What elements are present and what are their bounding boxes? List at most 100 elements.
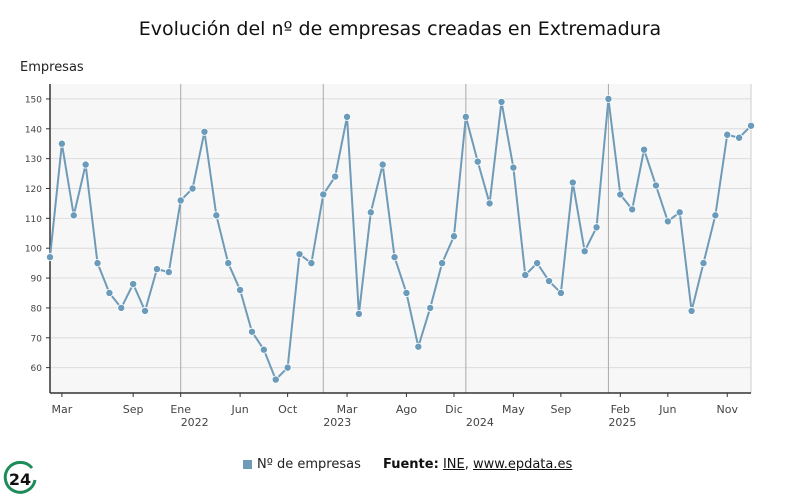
data-point <box>283 363 292 372</box>
data-point <box>473 157 482 166</box>
data-point <box>747 121 756 130</box>
data-point <box>259 345 268 354</box>
data-point <box>640 145 649 154</box>
x-tick-label: Sep <box>551 403 572 416</box>
data-point <box>271 375 280 384</box>
y-axis-label: Empresas <box>20 60 84 75</box>
data-point <box>485 199 494 208</box>
data-point <box>616 190 625 199</box>
source-link-epdata[interactable]: www.epdata.es <box>473 457 573 472</box>
x-tick-label: Feb <box>611 403 630 416</box>
data-point <box>295 250 304 259</box>
x-tick-label: Dic <box>445 403 463 416</box>
data-point <box>509 163 518 172</box>
data-point <box>402 288 411 297</box>
data-point <box>663 217 672 226</box>
data-point <box>343 112 352 121</box>
data-point <box>568 178 577 187</box>
y-tick-label: 100 <box>25 245 42 255</box>
x-tick-label: Ene <box>170 403 191 416</box>
data-point <box>735 133 744 142</box>
data-point <box>176 196 185 205</box>
legend-swatch <box>243 460 252 469</box>
x-tick-label: May <box>502 403 525 416</box>
data-point <box>378 160 387 169</box>
y-tick-label: 60 <box>31 364 43 374</box>
data-point <box>93 259 102 268</box>
line-chart: 60 70 80 90 100 110 120 130 140 150 Mar Sep Ene Jun Oc… <box>25 84 756 429</box>
y-tick-label: 80 <box>31 304 43 314</box>
x-tick-label: Jun <box>231 403 249 416</box>
data-point <box>426 303 435 312</box>
x-tick-label: Sep <box>123 403 144 416</box>
source-link-ine[interactable]: INE <box>442 457 465 472</box>
data-point <box>699 259 708 268</box>
data-point <box>81 160 90 169</box>
data-point <box>141 306 150 315</box>
x-year-label: 2022 <box>181 416 209 429</box>
data-point <box>224 259 233 268</box>
y-tick-label: 90 <box>31 275 43 285</box>
y-tick-label: 110 <box>25 215 42 225</box>
data-point <box>604 94 613 103</box>
y-tick-label: 70 <box>31 334 43 344</box>
x-tick-label: Mar <box>337 403 358 416</box>
data-point <box>414 342 423 351</box>
data-point <box>651 181 660 190</box>
data-point <box>331 172 340 181</box>
data-point <box>69 211 78 220</box>
data-point <box>319 190 328 199</box>
legend[interactable]: Nº de empresas <box>243 457 361 472</box>
data-point <box>117 303 126 312</box>
y-tick-label: 130 <box>25 155 42 165</box>
data-point <box>580 247 589 256</box>
y-tick-label: 140 <box>25 125 42 135</box>
data-point <box>497 97 506 106</box>
data-point <box>105 288 114 297</box>
data-point <box>152 265 161 274</box>
data-point <box>188 184 197 193</box>
x-tick-label: Jun <box>658 403 676 416</box>
chart-title: Evolución del nº de empresas creadas en … <box>138 18 662 40</box>
data-point <box>711 211 720 220</box>
x-tick-label: Nov <box>717 403 739 416</box>
x-year-label: 2024 <box>466 416 494 429</box>
data-point <box>164 268 173 277</box>
data-point <box>533 259 542 268</box>
data-point <box>212 211 221 220</box>
data-point <box>307 259 316 268</box>
data-point <box>366 208 375 217</box>
legend-label: Nº de empresas <box>257 457 361 472</box>
svg-text:24: 24 <box>9 470 31 489</box>
source-separator: , <box>464 457 469 472</box>
x-tick-label: Ago <box>396 403 418 416</box>
x-year-label: 2023 <box>323 416 351 429</box>
x-tick-label: Mar <box>51 403 72 416</box>
data-point <box>129 280 138 289</box>
data-point <box>545 277 554 286</box>
data-point <box>236 285 245 294</box>
plot-area <box>50 84 751 393</box>
data-point <box>723 130 732 139</box>
data-point <box>438 259 447 268</box>
data-point <box>200 127 209 136</box>
x-year-label: 2025 <box>608 416 636 429</box>
data-point <box>57 139 66 148</box>
data-point <box>687 306 696 315</box>
data-point <box>592 223 601 232</box>
data-point <box>521 271 530 280</box>
data-point <box>556 288 565 297</box>
data-point <box>675 208 684 217</box>
x-tick-label: Oct <box>278 403 298 416</box>
source: Fuente: INE, www.epdata.es <box>383 457 572 472</box>
data-point <box>354 309 363 318</box>
data-point <box>449 232 458 241</box>
logo-24: 24 <box>3 460 37 494</box>
y-tick-label: 150 <box>25 95 42 105</box>
data-point <box>461 112 470 121</box>
data-point <box>628 205 637 214</box>
source-prefix: Fuente: <box>383 457 439 472</box>
y-tick-label: 120 <box>25 185 42 195</box>
data-point <box>247 327 256 336</box>
data-point <box>390 253 399 262</box>
